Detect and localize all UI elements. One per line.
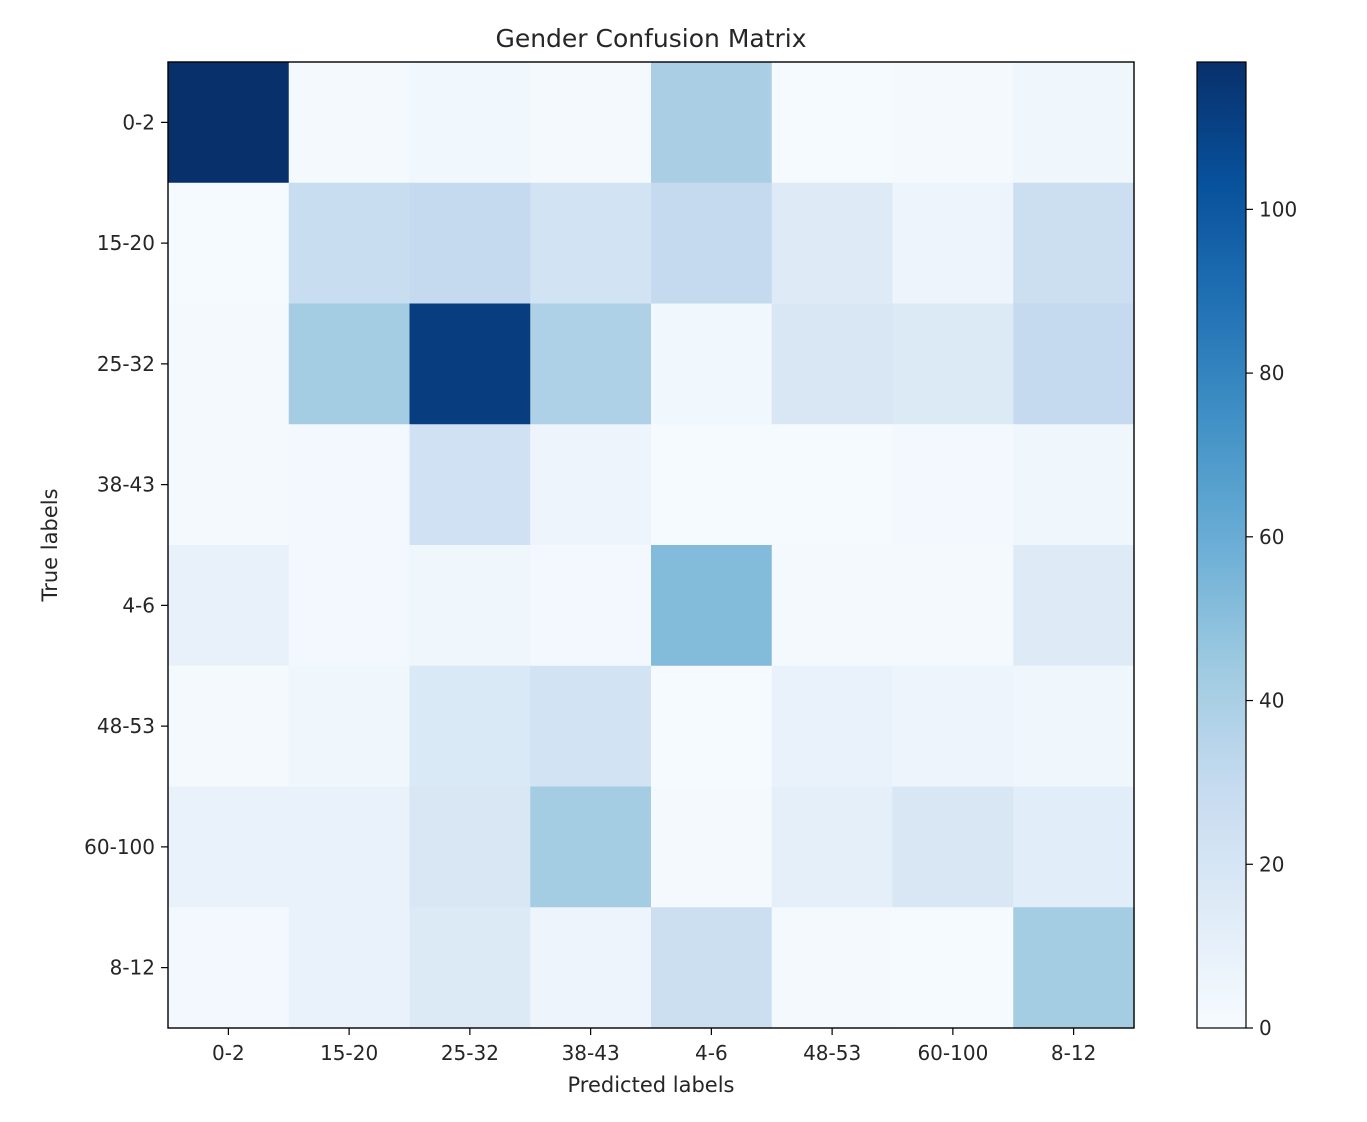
heatmap-cell: [892, 424, 1014, 546]
heatmap-cell: [651, 907, 773, 1029]
heatmap-cell: [409, 545, 531, 667]
heatmap-cell: [288, 424, 411, 546]
heatmap-cell: [409, 62, 531, 184]
x-tick-label: 15-20: [320, 1041, 378, 1065]
x-tick-label: 25-32: [441, 1041, 499, 1065]
heatmap-cell: [892, 665, 1014, 788]
y-tick-label: 4-6: [122, 593, 155, 617]
x-tick-label: 38-43: [562, 1041, 620, 1065]
heatmap-cell: [771, 62, 894, 184]
heatmap-cell: [771, 545, 894, 667]
colorbar-tick-label: 80: [1259, 361, 1284, 385]
plot-frame: [167, 61, 1135, 1029]
heatmap-cell: [651, 182, 773, 305]
heatmap-cell: [892, 907, 1014, 1029]
colorbar-tick-label: 40: [1259, 689, 1284, 713]
heatmap-cell: [1013, 182, 1135, 305]
heatmap-cell: [651, 665, 773, 788]
heatmap-cell: [1013, 545, 1135, 667]
x-tick-label: 4-6: [695, 1041, 728, 1065]
heatmap-cell: [288, 303, 411, 425]
heatmap-cell: [651, 62, 773, 184]
heatmap-cell: [288, 665, 411, 788]
heatmap-cell: [168, 62, 290, 184]
heatmap-cell: [288, 907, 411, 1029]
heatmap-cell: [168, 665, 290, 788]
heatmap-cell: [1013, 907, 1135, 1029]
heatmap-cell: [1013, 303, 1135, 425]
heatmap-cell: [771, 303, 894, 425]
heatmap-cell: [409, 182, 531, 305]
y-tick-label: 25-32: [97, 352, 155, 376]
heatmap-cell: [771, 907, 894, 1029]
colorbar-tick-label: 100: [1259, 197, 1297, 221]
colorbar-tick-label: 60: [1259, 525, 1284, 549]
heatmap-cell: [530, 545, 652, 667]
heatmap-cell: [288, 786, 411, 908]
heatmap-cell: [530, 665, 652, 788]
heatmap-cell: [530, 786, 652, 908]
heatmap-cells: [168, 62, 1135, 1029]
y-tick-label: 38-43: [97, 473, 155, 497]
heatmap-cell: [892, 303, 1014, 425]
x-tick-label: 8-12: [1051, 1041, 1096, 1065]
heatmap-cell: [409, 424, 531, 546]
x-axis-label: Predicted labels: [568, 1073, 735, 1097]
heatmap-cell: [771, 786, 894, 908]
heatmap-cell: [409, 786, 531, 908]
y-tick-label: 15-20: [97, 231, 155, 255]
heatmap-cell: [288, 182, 411, 305]
heatmap-cell: [1013, 424, 1135, 546]
heatmap-cell: [1013, 786, 1135, 908]
heatmap-cell: [892, 182, 1014, 305]
heatmap-cell: [651, 786, 773, 908]
heatmap-cell: [409, 907, 531, 1029]
heatmap-cell: [651, 303, 773, 425]
heatmap-cell: [409, 665, 531, 788]
heatmap-cell: [168, 786, 290, 908]
colorbar-tick-label: 20: [1259, 852, 1284, 876]
heatmap-cell: [530, 907, 652, 1029]
y-tick-label: 0-2: [122, 110, 155, 134]
heatmap-cell: [409, 303, 531, 425]
heatmap-cell: [168, 182, 290, 305]
chart-title: Gender Confusion Matrix: [495, 24, 806, 53]
heatmap-cell: [1013, 665, 1135, 788]
heatmap-cell: [168, 545, 290, 667]
heatmap-cell: [1013, 62, 1135, 184]
heatmap-cell: [530, 182, 652, 305]
heatmap-cell: [530, 62, 652, 184]
y-tick-label: 60-100: [84, 835, 155, 859]
heatmap-cell: [168, 303, 290, 425]
y-tick-label: 8-12: [110, 956, 155, 980]
colorbar-ticks: 0 20 40 60 80 100: [1246, 197, 1297, 1040]
y-axis-label: True labels: [38, 488, 62, 602]
heatmap-cell: [530, 303, 652, 425]
heatmap-cell: [288, 545, 411, 667]
y-axis-ticks: 0-2 15-20 25-32 38-43 4-6 48-53 60-100 8-12: [84, 110, 168, 980]
colorbar-tick-label: 0: [1259, 1016, 1272, 1040]
heatmap-cell: [771, 182, 894, 305]
y-tick-label: 48-53: [97, 714, 155, 738]
heatmap-cell: [892, 786, 1014, 908]
colorbar: [1197, 62, 1246, 1028]
heatmap-cell: [651, 545, 773, 667]
x-tick-label: 48-53: [803, 1041, 861, 1065]
colorbar-frame: [1196, 61, 1247, 1029]
heatmap-cell: [771, 424, 894, 546]
heatmap-cell: [288, 62, 411, 184]
x-axis-ticks: 0-2 15-20 25-32 38-43 4-6 48-53 60-100 8-12: [212, 1028, 1096, 1065]
heatmap-cell: [168, 424, 290, 546]
heatmap-cell: [168, 907, 290, 1029]
heatmap-cell: [892, 62, 1014, 184]
x-tick-label: 60-100: [917, 1041, 988, 1065]
heatmap-cell: [771, 665, 894, 788]
heatmap-cell: [892, 545, 1014, 667]
heatmap-cell: [651, 424, 773, 546]
x-tick-label: 0-2: [212, 1041, 245, 1065]
heatmap-cell: [530, 424, 652, 546]
